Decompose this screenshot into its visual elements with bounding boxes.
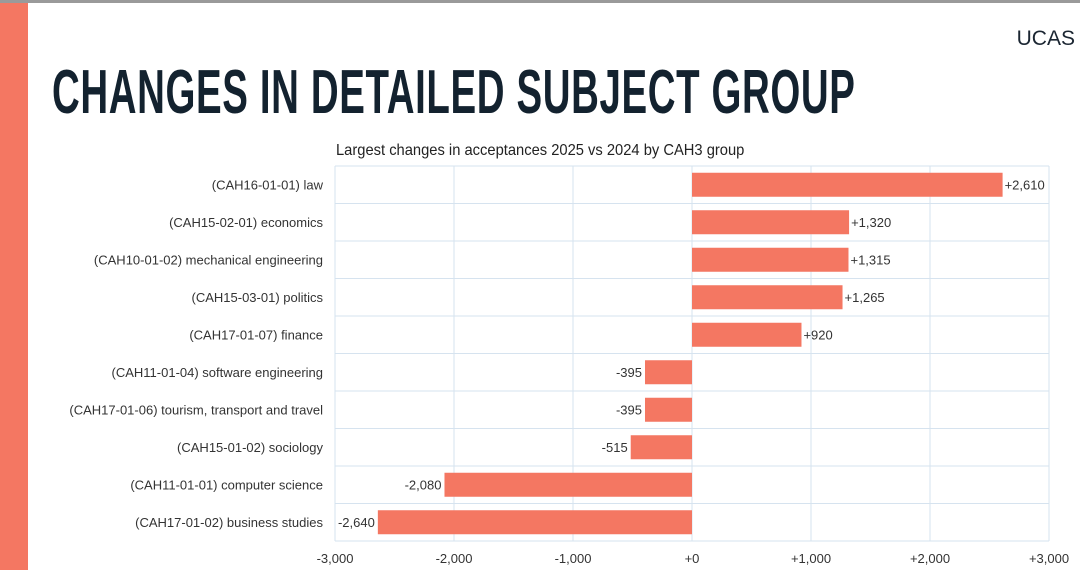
x-tick-label: -2,000	[436, 551, 473, 566]
category-label: (CAH16-01-01) law	[212, 177, 324, 192]
bar	[644, 397, 692, 422]
data-label: -395	[616, 365, 642, 380]
x-tick-label: +2,000	[910, 551, 950, 566]
x-tick-label: +1,000	[791, 551, 831, 566]
bar	[644, 360, 692, 385]
category-label: (CAH15-03-01) politics	[192, 290, 324, 305]
category-label: (CAH15-01-02) sociology	[177, 440, 323, 455]
data-label: +1,315	[850, 252, 890, 267]
data-label: -2,640	[338, 515, 375, 530]
bar	[692, 247, 849, 272]
data-label: +920	[803, 327, 832, 342]
bar	[377, 510, 692, 535]
category-label: (CAH17-01-07) finance	[189, 327, 323, 342]
category-label: (CAH10-01-02) mechanical engineering	[94, 252, 323, 267]
bar	[692, 210, 850, 235]
bar	[630, 435, 692, 460]
x-tick-label: -3,000	[317, 551, 354, 566]
x-tick-label: -1,000	[555, 551, 592, 566]
category-label: (CAH17-01-02) business studies	[135, 515, 323, 530]
bar	[444, 472, 692, 497]
bar	[692, 172, 1003, 197]
accent-sidebar	[0, 3, 28, 570]
x-tick-label: +3,000	[1029, 551, 1069, 566]
data-label: +2,610	[1005, 177, 1045, 192]
chart-title: Largest changes in acceptances 2025 vs 2…	[336, 142, 745, 159]
category-label: (CAH11-01-04) software engineering	[112, 365, 323, 380]
data-label: +1,320	[851, 215, 891, 230]
data-label: -2,080	[405, 477, 442, 492]
data-label: -515	[602, 440, 628, 455]
data-label: +1,265	[845, 290, 885, 305]
bar	[692, 322, 802, 347]
category-label: (CAH11-01-01) computer science	[130, 477, 323, 492]
window-top-border	[0, 0, 1080, 3]
ucas-logo: UCAS	[1016, 27, 1075, 50]
category-label: (CAH17-01-06) tourism, transport and tra…	[69, 402, 323, 417]
bar	[692, 285, 843, 310]
x-tick-label: +0	[685, 551, 700, 566]
category-label: (CAH15-02-01) economics	[169, 215, 323, 230]
data-label: -395	[616, 402, 642, 417]
page-title: CHANGES IN DETAILED SUBJECT GROUP	[52, 58, 856, 127]
